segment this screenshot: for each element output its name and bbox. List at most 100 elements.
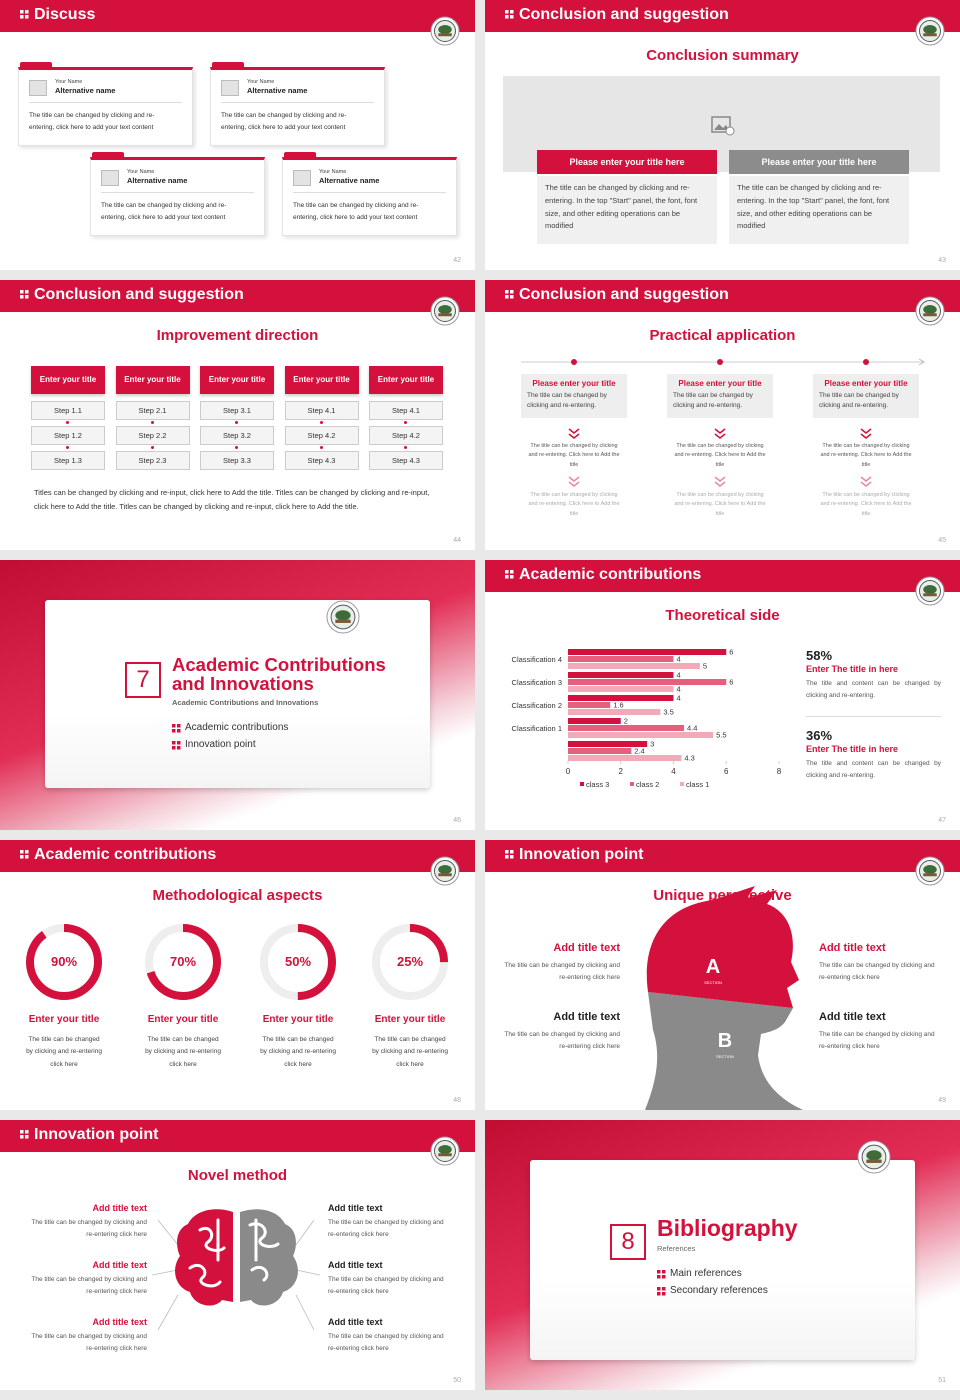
page-number: 45 — [938, 537, 946, 544]
connector — [295, 1219, 315, 1246]
header-title: Innovation point — [34, 1126, 159, 1143]
step-box: Step 4.3 — [369, 451, 443, 470]
image-icon-frame — [711, 116, 731, 133]
bar — [568, 649, 727, 655]
bullet-icon — [20, 10, 29, 19]
logo-tree — [438, 865, 452, 874]
item-title: Add title text — [92, 1317, 147, 1327]
bar-value-label: 2 — [624, 717, 628, 726]
bullet-dot — [20, 1130, 24, 1134]
legend-label: class 3 — [586, 780, 609, 789]
card-text: The title can be changed by clicking and… — [101, 202, 227, 221]
bullet-dot — [662, 1275, 666, 1279]
step-dot — [235, 446, 238, 449]
bullet-dot — [662, 1287, 666, 1291]
bullet-dot — [20, 855, 24, 859]
item-title: Please enter your title — [532, 379, 616, 388]
item-text: The title can be changed by clicking and… — [673, 392, 753, 410]
logo-tree — [438, 25, 452, 34]
card-icon — [101, 170, 119, 186]
bullet-dot — [510, 15, 514, 19]
ring-arc — [260, 924, 336, 1000]
bullet-dot — [25, 850, 29, 854]
logo — [430, 16, 460, 46]
bullet-dot — [20, 1135, 24, 1139]
step-box: Step 2.3 — [115, 451, 190, 470]
stat-text: The title and content can be changed by … — [806, 760, 941, 780]
bar — [568, 695, 674, 701]
ring — [260, 924, 336, 1000]
bullet-icon — [657, 1270, 666, 1279]
x-tick-label: 2 — [619, 767, 624, 776]
bullet-dot — [177, 729, 181, 733]
bullet-icon — [20, 1130, 29, 1139]
step-box: Step 4.2 — [284, 426, 359, 445]
bar-value-label: 3 — [650, 740, 654, 749]
section-item: Academic contributions — [185, 722, 289, 733]
bullet-dot — [25, 1135, 29, 1139]
card-divider — [101, 192, 254, 193]
body-text: Titles can be changed by clicking and re… — [34, 488, 430, 512]
header-bar — [0, 0, 475, 32]
connector — [157, 1294, 179, 1331]
item-title: Add title text — [328, 1203, 383, 1213]
bullet-dot — [657, 1287, 661, 1291]
connector — [157, 1219, 179, 1246]
head-upper — [646, 886, 799, 1008]
bar-value-label: 1.6 — [613, 701, 623, 710]
step-box: Step 3.1 — [200, 401, 274, 420]
chevron — [860, 428, 872, 439]
bullet-dot — [662, 1270, 666, 1274]
timeline-arrow — [918, 358, 925, 366]
card: Your Name Alternative name The title can b… — [282, 157, 457, 236]
logo — [915, 296, 945, 326]
image-icon-mountain — [714, 124, 729, 130]
step-dot — [235, 421, 238, 424]
logo-tree — [438, 1145, 452, 1154]
bullet-dot — [25, 290, 29, 294]
bullet-dot — [657, 1292, 661, 1296]
box-text: The title can be changed by clicking and… — [537, 176, 717, 244]
item-title: Add title text — [553, 942, 620, 954]
bar — [568, 725, 685, 731]
card-divider — [221, 102, 374, 103]
section-item: Innovation point — [185, 739, 256, 750]
bar-value-label: 4 — [677, 694, 681, 703]
card-icon — [221, 80, 239, 96]
bullet-icon — [505, 570, 514, 579]
slide: Conclusion and suggestion 43 Conclusion su… — [485, 0, 960, 270]
card-tab — [20, 62, 52, 68]
card-icon — [293, 170, 311, 186]
stat-title: Enter The title in here — [806, 664, 899, 674]
item-text: The title can be changed by clicking and… — [819, 1031, 935, 1051]
bullet-dot — [25, 1130, 29, 1134]
slide: 7 Academic Contributions and Innovations A… — [0, 560, 475, 830]
header-bar — [485, 280, 960, 312]
header-title: Conclusion and suggestion — [519, 6, 729, 23]
header-title: Innovation point — [519, 846, 644, 863]
bullet-dot — [510, 290, 514, 294]
item-detail: The title can be changed by clicking and… — [528, 443, 620, 468]
chevron — [860, 476, 872, 487]
item-title: Please enter your title — [678, 379, 762, 388]
bar-chart: 0 2 4 6 8 Classification 4 6 4 5 Classification 3… — [512, 648, 782, 790]
card-divider — [29, 102, 182, 103]
bullet-dot — [172, 741, 176, 745]
item-text: The title can be changed by clicking and… — [527, 392, 607, 410]
step-dot — [150, 446, 154, 449]
item-detail: The title can be changed by clicking and… — [674, 443, 766, 468]
card-name: Your Name — [55, 79, 83, 85]
chevron — [714, 476, 726, 487]
ring-title: Enter your title — [147, 1014, 219, 1025]
bullet-dot — [510, 575, 514, 579]
logo — [915, 16, 945, 46]
ring-text: The title can be changed by clicking and… — [26, 1036, 102, 1068]
timeline-dot — [717, 359, 723, 365]
item-detail: The title can be changed by clicking and… — [528, 492, 620, 517]
item-text: The title can be changed by clicking and… — [31, 1219, 147, 1239]
step-dot — [66, 446, 69, 449]
x-tick-label: 6 — [724, 767, 729, 776]
bullet-dot — [20, 295, 24, 299]
bullet-dot — [20, 290, 24, 294]
section-letter: A — [705, 956, 721, 978]
